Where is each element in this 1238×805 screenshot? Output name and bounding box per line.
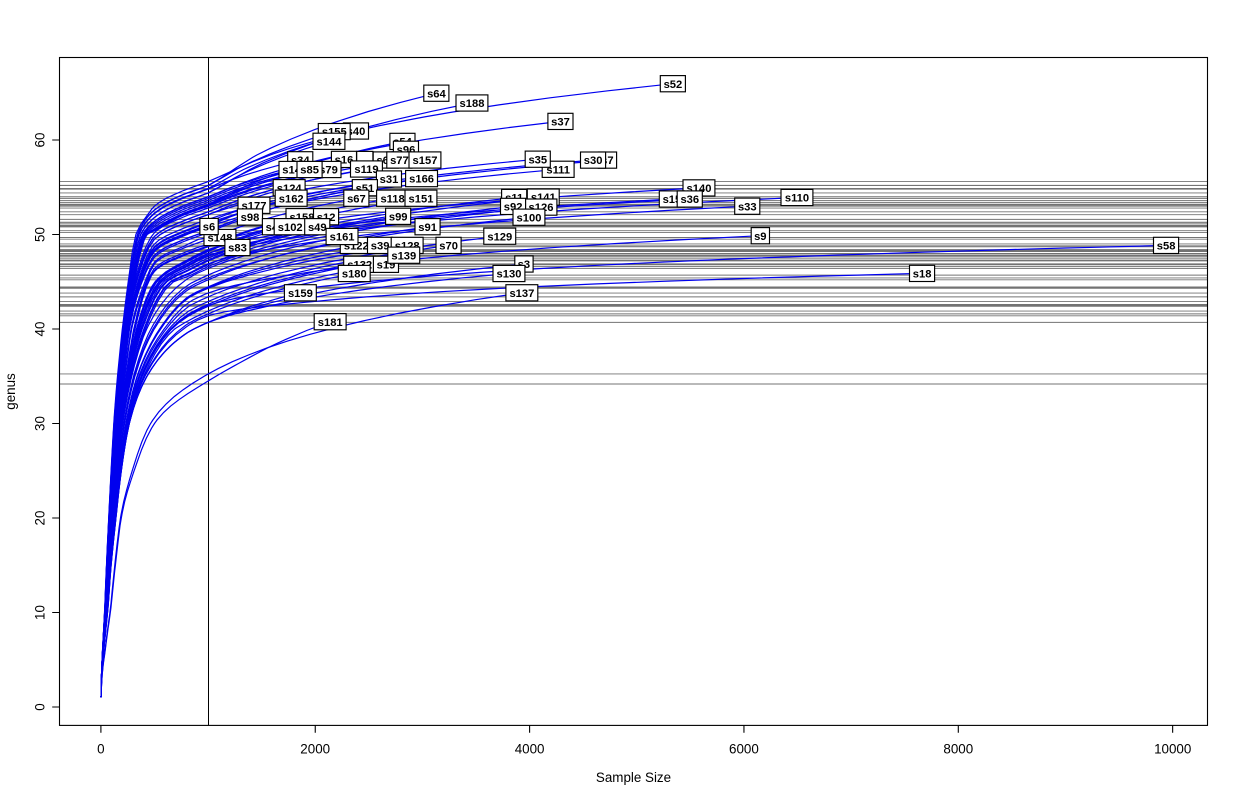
svg-text:50: 50: [33, 227, 48, 242]
svg-text:s36: s36: [680, 194, 699, 206]
svg-text:Sample Size: Sample Size: [596, 770, 671, 785]
svg-text:s100: s100: [517, 212, 542, 224]
svg-text:4000: 4000: [515, 742, 545, 757]
svg-text:6000: 6000: [729, 742, 759, 757]
svg-text:s162: s162: [279, 193, 304, 205]
svg-text:s39: s39: [371, 241, 390, 253]
svg-text:s70: s70: [439, 241, 458, 253]
svg-text:s137: s137: [509, 288, 534, 300]
svg-text:s52: s52: [664, 79, 683, 91]
svg-text:s129: s129: [487, 231, 512, 243]
svg-text:10: 10: [33, 605, 48, 620]
svg-text:s99: s99: [389, 211, 408, 223]
svg-text:s119: s119: [354, 164, 378, 176]
svg-text:s18: s18: [913, 269, 932, 281]
svg-text:s30: s30: [584, 155, 603, 167]
svg-text:s9: s9: [754, 231, 766, 243]
svg-text:10000: 10000: [1154, 742, 1191, 757]
svg-text:s67: s67: [347, 193, 366, 205]
svg-text:s33: s33: [738, 201, 757, 213]
svg-text:s31: s31: [380, 174, 399, 186]
svg-text:s139: s139: [391, 250, 416, 262]
svg-text:s118: s118: [380, 193, 404, 205]
svg-text:s161: s161: [330, 232, 355, 244]
svg-text:s91: s91: [418, 222, 437, 234]
svg-text:s40: s40: [347, 126, 366, 138]
svg-text:s35: s35: [528, 154, 547, 166]
svg-text:s157: s157: [413, 155, 438, 167]
svg-text:s102: s102: [278, 222, 303, 234]
svg-text:s111: s111: [546, 164, 570, 176]
svg-text:s98: s98: [241, 212, 260, 224]
svg-text:s77: s77: [390, 155, 409, 167]
svg-text:s49: s49: [308, 222, 327, 234]
svg-text:s83: s83: [228, 243, 247, 255]
svg-text:60: 60: [33, 133, 48, 148]
svg-text:s159: s159: [288, 288, 313, 300]
svg-text:s130: s130: [497, 269, 522, 281]
svg-text:8000: 8000: [943, 742, 973, 757]
svg-text:s151: s151: [409, 193, 434, 205]
svg-text:s181: s181: [318, 317, 343, 329]
svg-text:s79: s79: [319, 165, 338, 177]
svg-text:0: 0: [33, 703, 48, 710]
svg-text:s58: s58: [1157, 241, 1176, 253]
svg-text:s85: s85: [300, 165, 319, 177]
svg-text:s64: s64: [427, 88, 446, 100]
svg-text:0: 0: [97, 742, 104, 757]
svg-text:s15: s15: [663, 194, 682, 206]
svg-text:20: 20: [33, 511, 48, 526]
svg-text:genus: genus: [3, 373, 18, 410]
svg-text:s144: s144: [317, 136, 343, 148]
svg-text:s6: s6: [203, 222, 215, 234]
svg-text:s37: s37: [551, 117, 570, 129]
svg-text:s188: s188: [460, 98, 485, 110]
svg-text:40: 40: [33, 322, 48, 337]
svg-text:s166: s166: [409, 174, 434, 186]
svg-text:2000: 2000: [300, 742, 330, 757]
svg-text:30: 30: [33, 416, 48, 431]
svg-text:s110: s110: [785, 193, 809, 205]
svg-text:s180: s180: [342, 269, 367, 281]
